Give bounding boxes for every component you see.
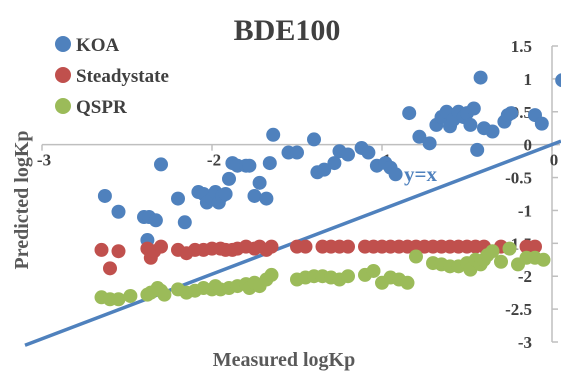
legend-marker-qspr [55, 98, 71, 114]
legend-marker-koa [55, 36, 71, 52]
x-tick-label: 0 [550, 151, 559, 170]
point-koa [422, 136, 437, 151]
point-qspr [366, 263, 381, 278]
chart-title: BDE100 [234, 14, 341, 47]
legend-label-qspr: QSPR [76, 97, 127, 118]
point-koa [266, 127, 281, 142]
point-koa [222, 171, 236, 186]
point-qspr [409, 249, 423, 264]
point-koa [171, 191, 185, 206]
point-koa [290, 145, 304, 160]
point-koa [470, 142, 485, 157]
point-qspr [536, 252, 551, 267]
point-qspr [111, 292, 126, 307]
y-axis-title: Predicted logKp [11, 130, 33, 269]
point-steadystate [341, 239, 355, 254]
y-tick-label: -2 [518, 267, 532, 286]
point-koa [259, 191, 274, 206]
point-koa [307, 132, 321, 147]
point-koa [473, 70, 488, 85]
point-qspr [123, 288, 138, 303]
point-koa [327, 156, 342, 171]
point-koa [154, 157, 168, 172]
point-koa [466, 101, 481, 116]
point-steadystate [111, 244, 126, 259]
point-steadystate [298, 239, 313, 254]
point-qspr [502, 241, 517, 256]
point-koa [111, 204, 126, 219]
point-steadystate [103, 261, 117, 276]
y-tick-label: 0 [524, 136, 533, 155]
point-koa [412, 129, 427, 144]
point-koa [463, 117, 478, 132]
point-koa [242, 158, 257, 173]
data-points [94, 70, 561, 307]
legend: KOA Steadystate QSPR [55, 35, 169, 118]
point-steadystate [94, 242, 109, 257]
point-koa [317, 162, 332, 177]
point-steadystate [528, 239, 542, 254]
point-qspr [400, 275, 415, 290]
y-equals-x-annotation: y=x [404, 162, 437, 186]
y-tick-label: -2.5 [505, 300, 532, 319]
point-koa [97, 188, 112, 203]
point-koa [388, 167, 403, 182]
point-koa [504, 106, 519, 121]
point-koa [177, 215, 192, 230]
y-tick-label: 1 [524, 70, 533, 89]
point-qspr [264, 267, 279, 282]
point-qspr [494, 254, 508, 269]
point-koa [341, 147, 355, 162]
point-koa [148, 213, 163, 228]
legend-label-koa: KOA [76, 35, 120, 56]
point-koa [262, 156, 277, 171]
point-koa [247, 188, 262, 203]
point-qspr [341, 269, 355, 284]
x-axis-title: Measured logKp [213, 349, 355, 371]
legend-marker-steadystate [55, 67, 71, 83]
point-koa [218, 187, 233, 201]
point-qspr [157, 287, 172, 302]
point-steadystate [264, 239, 279, 254]
y-tick-labels: 1.510.50-0.5-1-1.5-2-2.5-3 [505, 37, 532, 352]
x-tick-label: -3 [37, 151, 51, 170]
legend-label-steadystate: Steadystate [76, 66, 169, 87]
point-koa [534, 116, 549, 131]
y-tick-label: -1 [518, 201, 532, 220]
point-koa [485, 124, 500, 139]
y-tick-label: -3 [518, 333, 532, 352]
point-koa [402, 106, 417, 121]
point-koa [555, 73, 561, 88]
point-koa [252, 175, 267, 190]
point-steadystate [154, 239, 168, 254]
point-koa [361, 145, 376, 160]
y-tick-label: -0.5 [505, 169, 532, 188]
x-tick-label: -2 [207, 151, 221, 170]
point-qspr [485, 244, 500, 259]
y-tick-label: 1.5 [511, 37, 532, 56]
